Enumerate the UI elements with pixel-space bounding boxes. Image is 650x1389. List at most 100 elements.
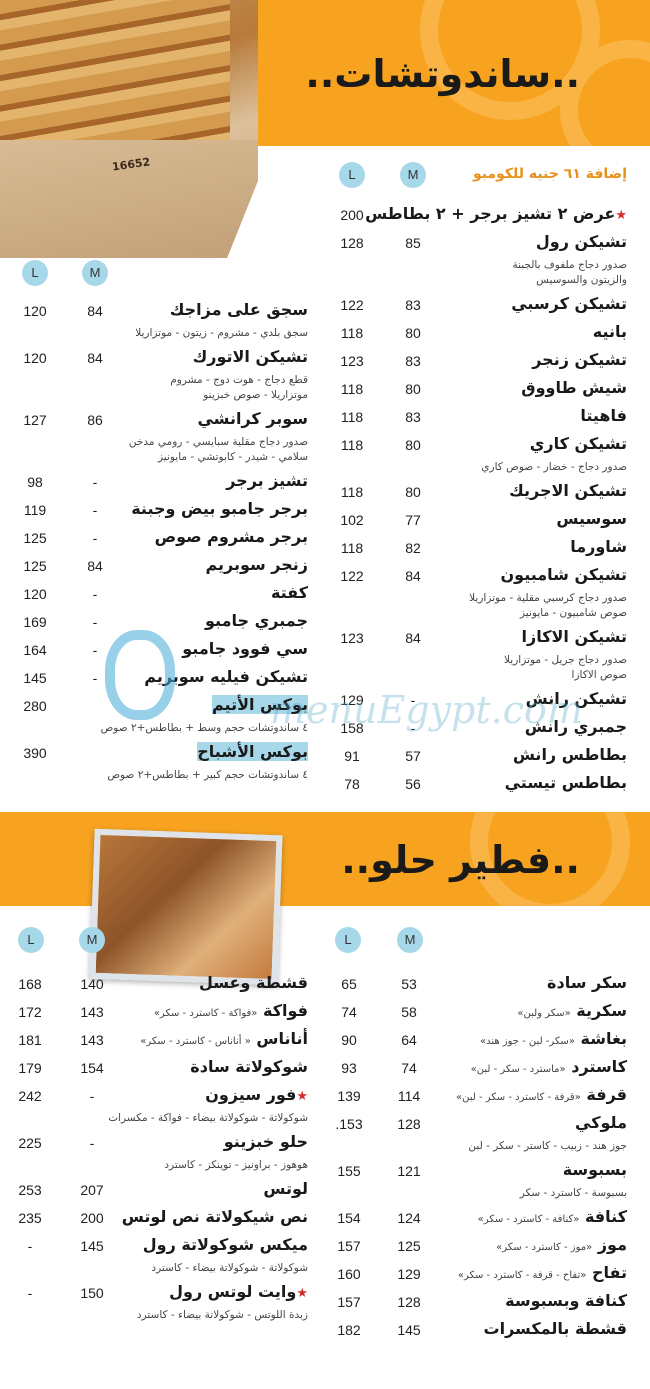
- menu-item: تشيكن زنجر 83 123: [325, 348, 650, 376]
- price-large: 253: [18, 1182, 42, 1198]
- item-name: كنافة «كنافة - كاسترد - سكر»: [478, 1207, 627, 1226]
- menu-item: سكر سادة 53 65: [325, 971, 650, 999]
- price-medium: 128: [397, 1116, 421, 1132]
- menu-item: سوسيس 77 102: [325, 507, 650, 535]
- item-description: بسبوسة - كاسترد - سكر: [519, 1187, 627, 1199]
- item-name: جمبري جامبو: [205, 611, 308, 630]
- item-description: شوكولاتة - شوكولاتة بيضاء - كاسترد: [151, 1262, 308, 1274]
- item-name: بسبوسة: [563, 1160, 627, 1179]
- item-name: تشيكن شامبيون: [501, 565, 628, 584]
- item-name: تشيكن رانش: [526, 689, 627, 708]
- item-name: بوكس الأتيم: [211, 695, 308, 714]
- size-header: M L: [0, 927, 325, 971]
- price-medium: 154: [80, 1060, 104, 1076]
- item-ingredients: «كنافة - كاسترد - سكر»: [477, 1214, 580, 1225]
- item-name-text: كاسترد: [571, 1057, 627, 1076]
- item-name-text: تشيكن كرسبي: [511, 294, 627, 313]
- price-medium: 145: [397, 1322, 421, 1338]
- sweet-pies-right-column: M L سكر سادة 53 65 سكرية «سكر ولبن» 58 74 بغاش…: [325, 927, 650, 1345]
- item-name: سوسيس: [556, 509, 627, 528]
- price-medium: 121: [397, 1163, 421, 1179]
- item-name: كاسترد «ماسترد - سكر - لبن»: [471, 1057, 627, 1076]
- price-medium: 150: [80, 1285, 104, 1301]
- item-name-text: فاهيتا: [580, 406, 627, 425]
- price-medium: -: [92, 502, 98, 518]
- price-medium: -: [89, 1088, 95, 1104]
- item-name: زنجر سوبريم: [205, 555, 308, 574]
- sandwich-rolls-image: [0, 0, 230, 140]
- menu-item: فاهيتا 83 118: [325, 404, 650, 432]
- price-medium: 84: [87, 350, 103, 366]
- price-medium: -: [92, 670, 98, 686]
- price-large: 90: [341, 1032, 357, 1048]
- menu-item: تفاح «تفاح - قرفة - كاسترد - سكر» 129 160: [325, 1261, 650, 1289]
- sandwiches-left-column: M L سجق على مزاجك 84 120 سجق بلدي - مشروم -…: [0, 260, 325, 787]
- star-icon: ★: [296, 1286, 308, 1301]
- price-medium: 143: [80, 1004, 104, 1020]
- item-description: ٤ ساندوتشات حجم كبير + بطاطس+٢ صوص: [107, 769, 308, 781]
- item-name-text: تشيكن رانش: [525, 689, 627, 708]
- menu-item: شاورما 82 118: [325, 535, 650, 563]
- price-medium: 114: [397, 1088, 421, 1104]
- item-name: فاهيتا: [580, 406, 627, 425]
- item-description: صوص الاكازا: [571, 669, 627, 681]
- item-ingredients: «قرفة - كاسترد - سكر - لبن»: [455, 1092, 581, 1103]
- price-medium: -: [410, 692, 416, 708]
- item-description: صدور دجاج - خضار - صوص كاري: [481, 461, 627, 473]
- menu-item: شيش طاووق 80 118: [325, 376, 650, 404]
- item-name-text: قشطة وعسل: [198, 973, 308, 992]
- price-medium: 85: [405, 235, 421, 251]
- price-large: -: [27, 1238, 33, 1254]
- price-large: 160: [337, 1266, 361, 1282]
- item-name-text: تشيكن الاكازا: [521, 627, 628, 646]
- price-large: 74: [341, 1004, 357, 1020]
- combo-note: إضافة ٦١ جنيه للكومبو: [472, 166, 627, 182]
- size-l-badge: L: [339, 162, 365, 188]
- price-medium: 56: [405, 776, 421, 792]
- price-large: 65: [341, 976, 357, 992]
- item-name-text: موز: [597, 1235, 627, 1254]
- price-medium: 77: [405, 512, 421, 528]
- sandwiches-right-column: M L إضافة ٦١ جنيه للكومبو ★عرض ٢ تشيز بر…: [325, 162, 650, 799]
- menu-item: ميكس شوكولاتة رول 145 -: [0, 1233, 325, 1261]
- menu-item: كفتة - 120: [0, 581, 325, 609]
- price-large: 157: [337, 1294, 361, 1310]
- price-medium: 84: [87, 303, 103, 319]
- price-medium: -: [92, 530, 98, 546]
- price-large: 242: [18, 1088, 42, 1104]
- item-name-text: تشيكن كاري: [529, 434, 627, 453]
- item-ingredients: «فواكة - كاسترد - سكر»: [153, 1008, 258, 1019]
- item-name-text: بسبوسة: [562, 1160, 627, 1179]
- price-large: .153: [335, 1116, 363, 1132]
- price-large: 390: [23, 745, 47, 761]
- price-medium: 125: [397, 1238, 421, 1254]
- price-medium: 64: [401, 1032, 417, 1048]
- item-name: برجر مشروم صوص: [155, 527, 308, 546]
- size-m-badge: M: [397, 927, 423, 953]
- item-name-text: تشيز برجر: [226, 471, 308, 490]
- price-large: 118: [340, 325, 364, 341]
- size-m-badge: M: [79, 927, 105, 953]
- menu-item: أناناس « أناناس - كاسترد - سكر» 143 181: [0, 1027, 325, 1055]
- price-medium: 74: [401, 1060, 417, 1076]
- item-name: موز «موز - كاسترد - سكر»: [496, 1235, 627, 1254]
- menu-item: كاسترد «ماسترد - سكر - لبن» 74 93: [325, 1055, 650, 1083]
- item-ingredients: «سكر ولبن»: [517, 1008, 571, 1019]
- price-large: 145: [23, 670, 47, 686]
- price-large: 169: [23, 614, 47, 630]
- price-medium: 80: [405, 484, 421, 500]
- item-name: تشيكن رول: [536, 232, 627, 251]
- size-l-badge: L: [18, 927, 44, 953]
- menu-item: بسبوسة 121 155: [325, 1158, 650, 1186]
- item-description: سجق بلدي - مشروم - زيتون - موتزاريلا: [135, 327, 308, 339]
- item-name-text: جمبري جامبو: [205, 611, 308, 630]
- price-medium: 129: [397, 1266, 421, 1282]
- menu-item: كنافة «كنافة - كاسترد - سكر» 124 154: [325, 1205, 650, 1233]
- menu-item: ★وايت لوتس رول 150 -: [0, 1280, 325, 1308]
- item-ingredients: « أناناس - كاسترد - سكر»: [140, 1036, 251, 1047]
- item-description: موتزاريلا - صوص خبزينو: [203, 389, 308, 401]
- item-name: بوكس الأشباح: [197, 742, 308, 761]
- item-name: نص شيكولاتة نص لوتس: [122, 1207, 308, 1226]
- menu-item: تشيكن شامبيون 84 122: [325, 563, 650, 591]
- price-medium: 83: [405, 353, 421, 369]
